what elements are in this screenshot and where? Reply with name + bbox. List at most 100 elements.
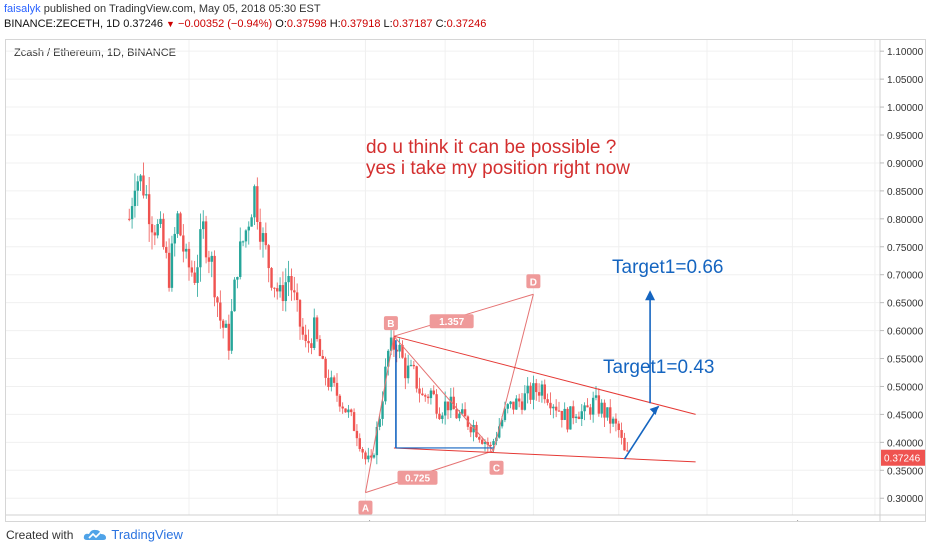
candle-up xyxy=(492,441,495,445)
candle-down xyxy=(276,288,279,292)
y-tick-label: 0.65000 xyxy=(887,299,924,310)
price-change: −0.00352 (−0.94%) xyxy=(178,18,273,30)
candle-down xyxy=(626,450,629,452)
target-high-label: Target1=0.66 xyxy=(612,257,723,278)
pattern-leg-ab xyxy=(364,336,395,493)
pattern-label-c: C xyxy=(493,464,500,475)
candle-down xyxy=(617,423,620,431)
candle-up xyxy=(173,233,176,244)
candle-down xyxy=(295,292,299,301)
candle-up xyxy=(159,218,162,225)
x-tick-label: Apr xyxy=(526,520,542,521)
ohlc-bar: BINANCE:ZECETH, 1D 0.37246 ▼ −0.00352 (−… xyxy=(4,18,486,30)
candle-down xyxy=(128,218,131,220)
candle-down xyxy=(364,452,367,460)
candle-down xyxy=(307,340,310,344)
candle-down xyxy=(586,405,589,408)
candle-up xyxy=(202,221,205,230)
candle-down xyxy=(310,343,313,349)
candle-down xyxy=(623,437,626,451)
candle-up xyxy=(224,323,228,328)
y-tick-label: 0.70000 xyxy=(887,271,924,282)
low-label: L: xyxy=(383,18,393,30)
candle-down xyxy=(190,267,194,273)
last-price: 0.37246 xyxy=(123,18,163,30)
candle-up xyxy=(569,406,572,430)
candle-down xyxy=(165,247,168,253)
candle-down xyxy=(321,355,324,359)
ratio-label-bd-bg xyxy=(429,314,474,329)
candle-down xyxy=(478,437,481,440)
candle-up xyxy=(130,206,134,220)
close-value: 0.37246 xyxy=(446,18,487,30)
candle-down xyxy=(566,408,569,430)
candle-down xyxy=(577,416,581,420)
candle-down xyxy=(438,413,441,420)
candle-down xyxy=(589,407,592,415)
y-tick-label: 0.80000 xyxy=(887,215,924,226)
candle-up xyxy=(389,337,393,351)
candle-down xyxy=(435,394,438,414)
high-value: 0.37918 xyxy=(340,18,381,30)
candle-up xyxy=(574,416,578,419)
candle-down xyxy=(338,395,342,407)
candle-up xyxy=(261,233,265,242)
x-tick-label: 30 xyxy=(869,520,881,521)
pattern-label-d: D xyxy=(530,277,537,288)
chart-panel[interactable]: Zcash / Ethereum, 1D, BINANCE A B C D 1.357 0… xyxy=(5,39,926,522)
candle-down xyxy=(350,409,353,413)
y-tick-label: 0.95000 xyxy=(887,131,924,142)
candle-down xyxy=(597,395,601,414)
tradingview-logo[interactable]: TradingView xyxy=(83,527,183,542)
candle-down xyxy=(424,395,427,397)
candle-up xyxy=(375,426,379,456)
candle-down xyxy=(535,383,538,393)
candle-down xyxy=(415,366,418,389)
pattern-label-d-bg xyxy=(526,274,541,289)
candle-up xyxy=(145,194,148,196)
candles xyxy=(128,162,629,465)
candle-down xyxy=(614,418,618,424)
candle-down xyxy=(395,349,398,352)
chart-svg[interactable]: Zcash / Ethereum, 1D, BINANCE A B C D 1.357 0… xyxy=(6,40,925,521)
x-tick-label: Jul xyxy=(786,520,799,521)
candle-up xyxy=(378,418,381,427)
y-tick-label: 0.85000 xyxy=(887,187,924,198)
candle-up xyxy=(443,401,447,416)
candle-up xyxy=(500,420,504,427)
publish-info: faisalyk published on TradingView.com, M… xyxy=(4,3,321,15)
candle-up xyxy=(136,181,139,191)
candle-down xyxy=(489,444,492,446)
time-axis[interactable]: Dec 2018 Feb Mar Apr May Jun Jul 30 xyxy=(6,514,925,521)
candle-down xyxy=(219,302,222,321)
y-tick-label: 0.35000 xyxy=(887,466,924,477)
candle-up xyxy=(387,350,390,367)
candle-down xyxy=(204,221,208,258)
annotation-statement: yes i take my position right now xyxy=(366,158,630,179)
candle-down xyxy=(404,357,407,379)
candle-up xyxy=(472,424,475,433)
candle-up xyxy=(506,404,509,409)
breakout-arrow-line xyxy=(623,405,660,460)
price-axis[interactable]: 1.10000 1.05000 1.00000 0.95000 0.90000 0.850… xyxy=(879,40,925,521)
y-tick-label: 1.05000 xyxy=(887,75,924,86)
candle-down xyxy=(270,268,273,288)
candle-down xyxy=(560,410,564,420)
candle-down xyxy=(179,213,182,236)
candle-down xyxy=(256,186,259,222)
down-triangle-icon: ▼ xyxy=(166,19,175,29)
candle-down xyxy=(412,364,416,367)
candle-down xyxy=(418,388,421,394)
candle-up xyxy=(409,364,413,366)
candle-down xyxy=(327,377,330,387)
annotation-question: do u think it can be possible ? xyxy=(366,137,616,158)
candle-up xyxy=(241,241,245,243)
candle-down xyxy=(432,390,435,395)
candle-down xyxy=(469,426,472,433)
candle-down xyxy=(264,233,268,246)
tradingview-brand: TradingView xyxy=(111,527,183,542)
candle-up xyxy=(449,396,453,411)
candle-down xyxy=(150,224,154,233)
author-link[interactable]: faisalyk xyxy=(4,3,41,15)
candle-up xyxy=(611,418,615,424)
